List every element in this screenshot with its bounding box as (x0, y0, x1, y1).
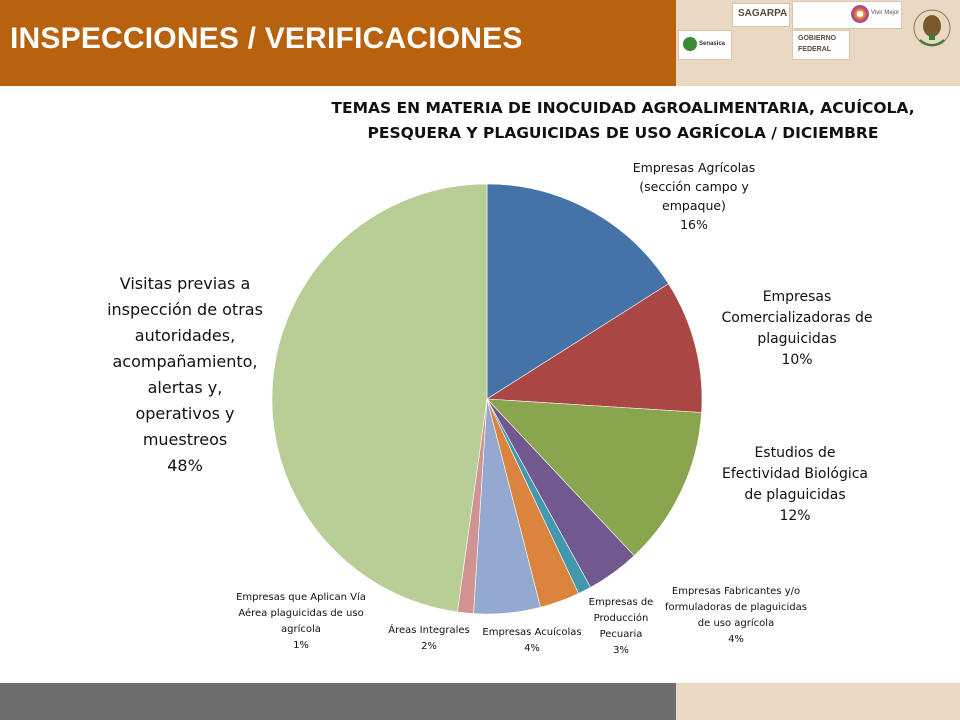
gobierno-line2: FEDERAL (798, 46, 832, 53)
slice-label: Empresas que Aplican Vía Aérea plaguicida… (236, 591, 366, 651)
vivir-mejor-flower-icon (851, 5, 869, 23)
chart-title-line1: TEMAS EN MATERIA DE INOCUIDAD AGROALIMEN… (331, 99, 915, 117)
footer-bar-left (0, 683, 676, 720)
senasica-logo-text: Senasica (699, 41, 726, 47)
slice-label: Empresas de Producción Pecuaria 3% (589, 597, 654, 656)
slice-label: Empresas Comercializadoras de plaguicidas 1… (722, 289, 873, 368)
sagarpa-logo-text: SAGARPA (738, 8, 788, 19)
slice-label: Empresas Fabricantes y/o formuladoras de … (665, 586, 807, 645)
senasica-bird-icon (683, 37, 697, 51)
slice-label: Estudios de Efectividad Biológica de plagu… (722, 445, 868, 524)
mexico-coat-of-arms-icon (912, 4, 952, 56)
page-title: INSPECCIONES / VERIFICACIONES (10, 22, 523, 55)
chart-title-line2: PESQUERA Y PLAGUICIDAS DE USO AGRÍCOLA /… (367, 124, 879, 142)
slice-label: Empresas Acuícolas 4% (482, 626, 581, 654)
slice-label: Áreas Integrales 2% (388, 623, 470, 652)
chart-title: TEMAS EN MATERIA DE INOCUIDAD AGROALIMEN… (300, 96, 946, 146)
vivir-mejor-logo: Vivir Mejor (792, 1, 902, 29)
senasica-logo: Senasica (678, 30, 732, 60)
vivir-mejor-text: Vivir Mejor (871, 10, 900, 16)
footer-bar-right (676, 683, 960, 720)
pie-slice (486, 283, 703, 413)
logo-strip: SAGARPA Vivir Mejor Senasica GOBIERNO FE… (676, 0, 960, 86)
pie-slice (486, 183, 669, 400)
pie-slice (486, 398, 702, 557)
header-band: INSPECCIONES / VERIFICACIONES (0, 0, 676, 86)
sagarpa-logo: SAGARPA (732, 3, 790, 27)
pie-slice (271, 183, 488, 613)
gobierno-federal-logo: GOBIERNO FEDERAL (792, 30, 850, 60)
gobierno-line1: GOBIERNO (798, 35, 837, 42)
slice-label: Visitas previas a inspección de otras auto… (107, 274, 263, 475)
slice-label: Empresas Agrícolas (sección campo y empaqu… (633, 160, 756, 232)
